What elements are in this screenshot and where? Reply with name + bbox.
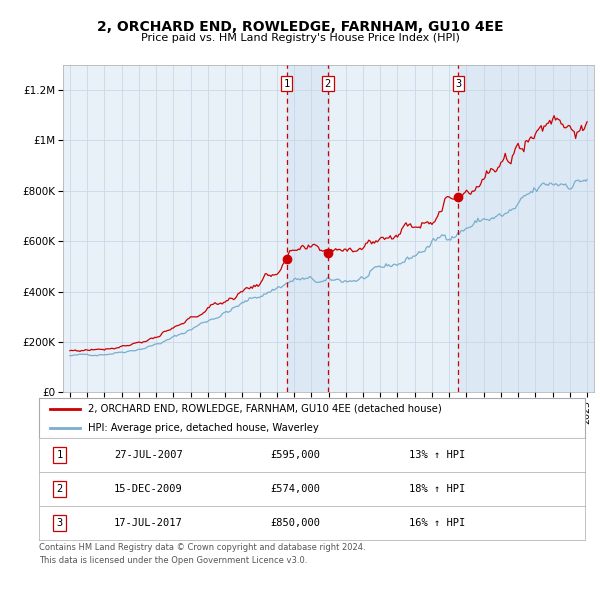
Text: Contains HM Land Registry data © Crown copyright and database right 2024.: Contains HM Land Registry data © Crown c… [39,543,365,552]
Text: 15-DEC-2009: 15-DEC-2009 [114,484,182,494]
Bar [287,65,328,392]
Text: HPI: Average price, detached house, Waverley: HPI: Average price, detached house, Wave… [88,423,319,432]
Text: 3: 3 [56,519,63,528]
Text: 1: 1 [56,450,63,460]
Text: 17-JUL-2017: 17-JUL-2017 [114,519,182,528]
Text: 1: 1 [283,78,290,88]
Text: Price paid vs. HM Land Registry's House Price Index (HPI): Price paid vs. HM Land Registry's House … [140,33,460,42]
Text: £595,000: £595,000 [271,450,320,460]
Text: 13% ↑ HPI: 13% ↑ HPI [409,450,466,460]
Text: 3: 3 [455,78,461,88]
Text: This data is licensed under the Open Government Licence v3.0.: This data is licensed under the Open Gov… [39,556,307,565]
Text: 18% ↑ HPI: 18% ↑ HPI [409,484,466,494]
Bar [458,65,594,392]
Text: 2, ORCHARD END, ROWLEDGE, FARNHAM, GU10 4EE (detached house): 2, ORCHARD END, ROWLEDGE, FARNHAM, GU10 … [88,404,442,414]
Text: 2: 2 [56,484,63,494]
Text: 2: 2 [325,78,331,88]
Text: 2, ORCHARD END, ROWLEDGE, FARNHAM, GU10 4EE: 2, ORCHARD END, ROWLEDGE, FARNHAM, GU10 … [97,19,503,34]
Text: £850,000: £850,000 [271,519,320,528]
Text: 16% ↑ HPI: 16% ↑ HPI [409,519,466,528]
Text: 27-JUL-2007: 27-JUL-2007 [114,450,182,460]
Text: £574,000: £574,000 [271,484,320,494]
